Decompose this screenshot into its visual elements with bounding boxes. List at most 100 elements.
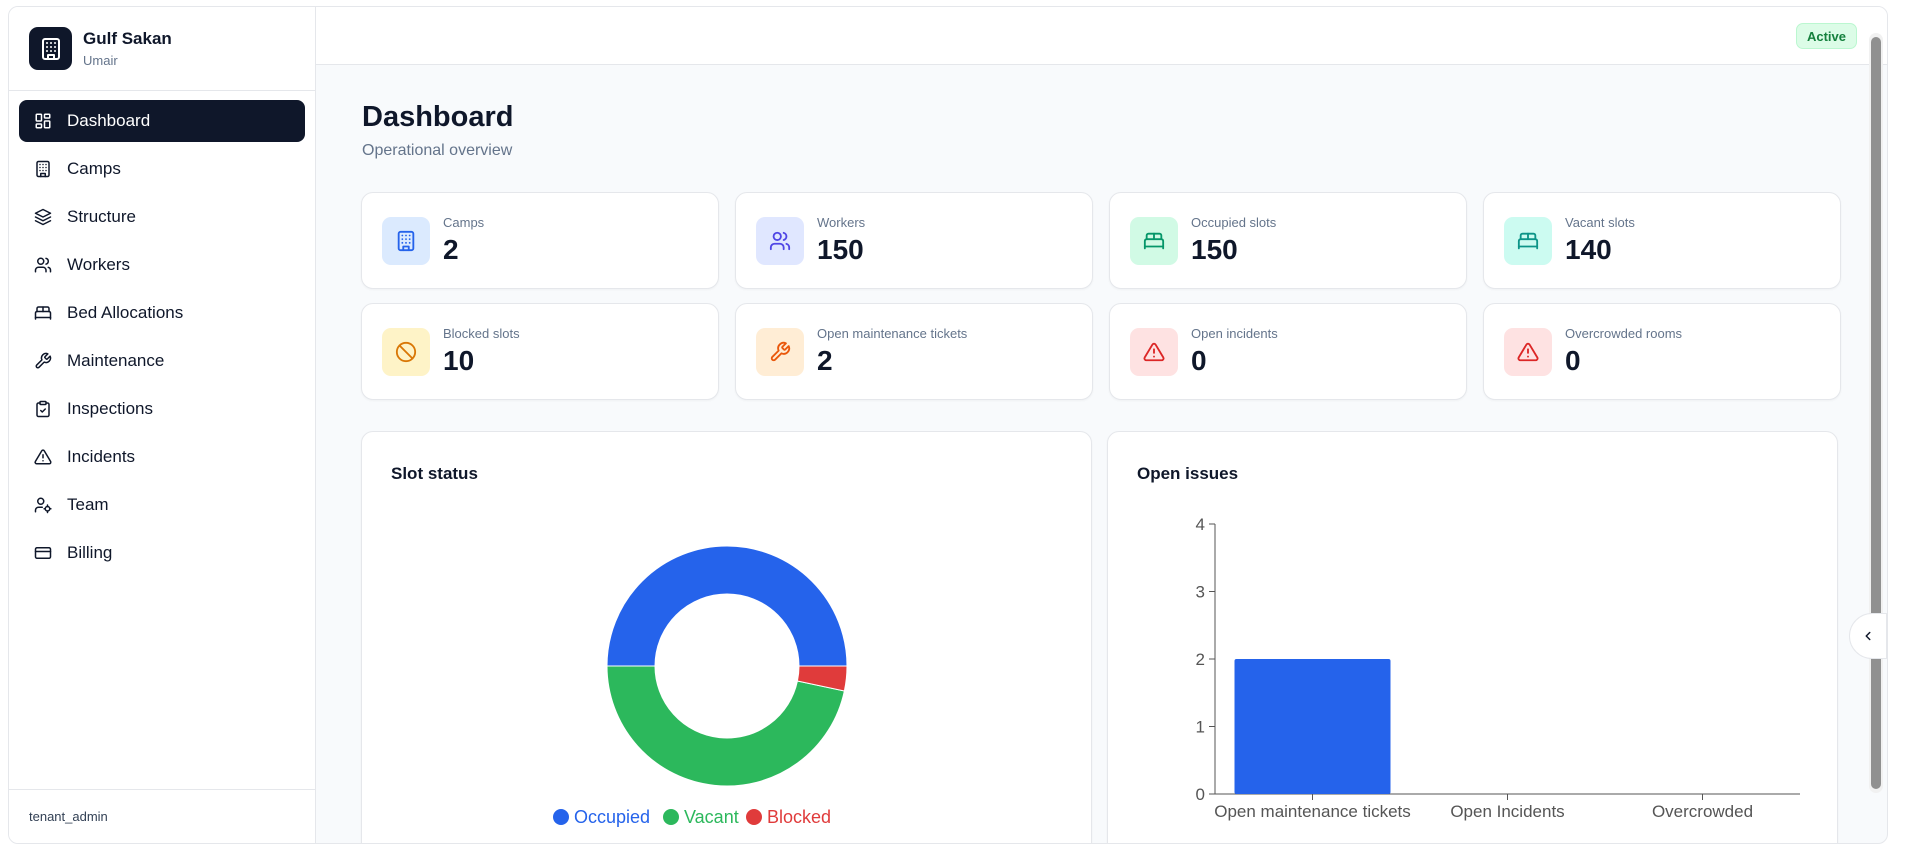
brand-logo-icon: [29, 27, 72, 70]
pie-slice-blocked[interactable]: [796, 665, 848, 692]
sidebar-nav: Dashboard Camps Structure Workers Bed Alloca…: [9, 91, 315, 574]
x-tick-label: Open maintenance tickets: [1214, 802, 1411, 821]
stat-card-open-maintenance-tickets: Open maintenance tickets 2: [735, 303, 1093, 400]
stat-label: Overcrowded rooms: [1565, 326, 1683, 341]
sidebar-item-label: Workers: [67, 255, 130, 274]
y-tick-label: 4: [1196, 515, 1205, 534]
building-icon: [382, 216, 430, 265]
layers-icon: [33, 207, 53, 227]
slot-status-card: Slot status Occupied Vacant Blocked: [361, 431, 1092, 843]
legend-label-blocked[interactable]: Blocked: [767, 807, 831, 827]
sidebar-item-label: Team: [67, 495, 109, 514]
stat-value: 0: [1565, 345, 1581, 376]
stat-card-overcrowded-rooms: Overcrowded rooms 0: [1483, 303, 1841, 400]
sidebar-item-bed-allocations[interactable]: Bed Allocations: [19, 292, 305, 334]
sidebar-item-label: Incidents: [67, 447, 136, 466]
credit-card-icon: [33, 543, 53, 563]
bed-icon: [1504, 216, 1552, 265]
y-tick-label: 1: [1196, 718, 1205, 737]
scrollbar-thumb[interactable]: [1871, 37, 1881, 789]
stat-card-camps: Camps 2: [361, 192, 719, 289]
ban-icon: [382, 327, 430, 376]
y-tick-label: 2: [1196, 650, 1205, 669]
building-icon: [33, 159, 53, 179]
sidebar-item-label: Billing: [67, 543, 113, 562]
wrench-icon: [756, 327, 804, 376]
legend-swatch-occupied: [553, 809, 569, 825]
alert-triangle-icon: [1130, 327, 1178, 376]
stat-label: Vacant slots: [1565, 215, 1635, 230]
sidebar-item-team[interactable]: Team: [19, 484, 305, 526]
user-cog-icon: [33, 495, 53, 515]
bed-icon: [1130, 216, 1178, 265]
stat-value: 2: [443, 234, 459, 265]
y-tick-label: 3: [1196, 583, 1205, 602]
sidebar-item-label: Camps: [67, 159, 121, 178]
users-icon: [33, 255, 53, 275]
open-issues-card: Open issues 0 1 2 3 4 Open maintenance ticket…: [1107, 431, 1838, 843]
stat-label: Open maintenance tickets: [817, 326, 968, 341]
sidebar-item-structure[interactable]: Structure: [19, 196, 305, 238]
brand-name: Gulf Sakan: [83, 29, 172, 48]
stat-value: 10: [443, 345, 475, 376]
page-title: Dashboard: [362, 101, 514, 133]
sidebar-item-maintenance[interactable]: Maintenance: [19, 340, 305, 382]
sidebar-item-label: Dashboard: [67, 111, 151, 130]
topbar: Active: [316, 7, 1887, 65]
open-issues-chart: 0 1 2 3 4 Open maintenance tickets Open Incide…: [1196, 515, 1800, 821]
x-tick-label: Open Incidents: [1450, 802, 1564, 821]
clipboard-check-icon: [33, 399, 53, 419]
user-role: tenant_admin: [9, 789, 315, 843]
legend-label-occupied[interactable]: Occupied: [574, 807, 650, 827]
stat-card-blocked-slots: Blocked slots 10: [361, 303, 719, 400]
sidebar-item-workers[interactable]: Workers: [19, 244, 305, 286]
app-window: Gulf Sakan Umair Dashboard Camps Structure…: [8, 6, 1888, 844]
wrench-icon: [33, 351, 53, 371]
sidebar-item-dashboard[interactable]: Dashboard: [19, 100, 305, 142]
legend-swatch-vacant: [663, 809, 679, 825]
stat-label: Blocked slots: [443, 326, 520, 341]
stat-value: 0: [1191, 345, 1207, 376]
sidebar-item-label: Inspections: [67, 399, 153, 418]
sidebar-item-incidents[interactable]: Incidents: [19, 436, 305, 478]
users-icon: [756, 216, 804, 265]
sidebar-item-label: Maintenance: [67, 351, 165, 370]
x-tick-label: Overcrowded: [1652, 802, 1753, 821]
stat-label: Camps: [443, 215, 485, 230]
stat-card-vacant-slots: Vacant slots 140: [1483, 192, 1841, 289]
stat-label: Occupied slots: [1191, 215, 1277, 230]
stat-label: Workers: [817, 215, 866, 230]
stat-card-workers: Workers 150: [735, 192, 1093, 289]
sidebar: Gulf Sakan Umair Dashboard Camps Structure…: [9, 7, 316, 843]
sidebar-item-billing[interactable]: Billing: [19, 532, 305, 574]
stat-value: 2: [817, 345, 833, 376]
alert-triangle-icon: [1504, 327, 1552, 376]
pie-slice-vacant[interactable]: [606, 665, 845, 787]
dashboard-icon: [33, 111, 53, 131]
sidebar-item-inspections[interactable]: Inspections: [19, 388, 305, 430]
collapse-panel-button[interactable]: [1849, 613, 1887, 659]
y-tick-label: 0: [1196, 785, 1205, 804]
legend-swatch-blocked: [746, 809, 762, 825]
sidebar-item-camps[interactable]: Camps: [19, 148, 305, 190]
page-scrollbar[interactable]: [1869, 33, 1883, 793]
sidebar-item-label: Bed Allocations: [67, 303, 184, 322]
stat-value: 150: [1191, 234, 1238, 265]
stat-card-occupied-slots: Occupied slots 150: [1109, 192, 1467, 289]
brand-user: Umair: [83, 53, 118, 68]
bed-icon: [33, 303, 53, 323]
legend-label-vacant[interactable]: Vacant: [684, 807, 739, 827]
status-badge: Active: [1795, 23, 1857, 49]
alert-triangle-icon: [33, 447, 53, 467]
stat-label: Open incidents: [1191, 326, 1278, 341]
stats-grid: Camps 2 Workers 150 Occupied slots 150 Vacant …: [361, 192, 1841, 400]
page-subtitle: Operational overview: [362, 142, 513, 159]
bar-open-maintenance-tickets[interactable]: [1234, 659, 1391, 794]
pie-slice-occupied[interactable]: [606, 545, 848, 667]
brand-header: Gulf Sakan Umair: [9, 7, 315, 91]
stat-value: 150: [817, 234, 864, 265]
stat-value: 140: [1565, 234, 1612, 265]
stat-card-open-incidents: Open incidents 0: [1109, 303, 1467, 400]
chevron-left-icon: [1865, 631, 1871, 641]
slot-status-title: Slot status: [391, 464, 478, 483]
